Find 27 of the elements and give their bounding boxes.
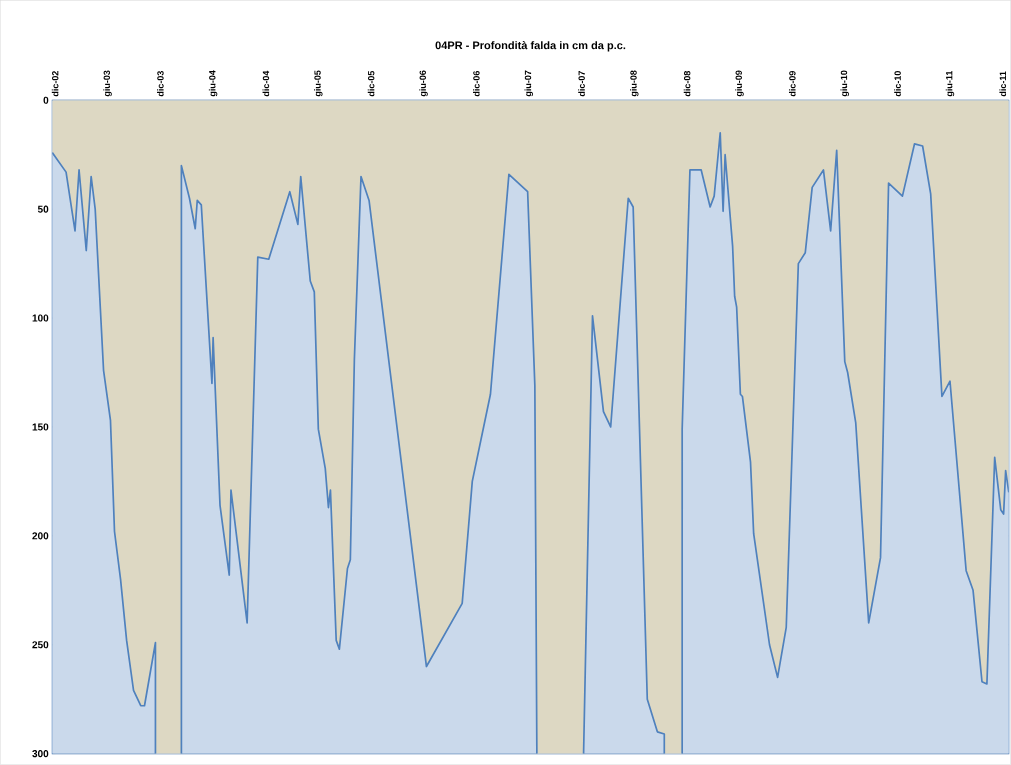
x-tick-label: dic-08 (683, 71, 691, 97)
y-tick-label: 100 (32, 314, 49, 322)
x-tick-label: giu-08 (630, 70, 639, 97)
x-tick-label: dic-09 (788, 71, 796, 97)
x-tick-label: giu-03 (103, 70, 112, 97)
x-tick-label: giu-09 (735, 70, 744, 97)
y-tick-label: 0 (43, 96, 49, 104)
y-tick-label: 200 (32, 532, 49, 540)
y-tick-label: 250 (32, 641, 49, 649)
chart-title: 04PR - Profondità falda in cm da p.c. (435, 41, 626, 52)
x-tick-label: dic-07 (578, 71, 585, 97)
x-tick-label: dic-06 (473, 71, 480, 97)
x-tick-label: dic-05 (367, 71, 375, 97)
x-tick-label: giu-05 (314, 70, 323, 97)
x-tick-label: dic-02 (51, 71, 59, 97)
x-tick-label: giu-10 (840, 70, 849, 97)
x-tick-label: giu-11 (945, 71, 955, 97)
y-tick-label: 150 (32, 423, 49, 431)
x-tick-label: dic-11 (999, 71, 1007, 97)
x-tick-label: dic-03 (157, 71, 164, 97)
x-tick-label: dic-10 (894, 71, 901, 97)
x-tick-label: giu-04 (208, 70, 218, 97)
y-tick-label: 300 (32, 750, 49, 758)
x-tick-label: dic-04 (262, 70, 270, 97)
y-tick-label: 50 (37, 205, 49, 213)
x-tick-label: giu-07 (524, 70, 534, 97)
x-tick-label: giu-06 (419, 70, 428, 97)
